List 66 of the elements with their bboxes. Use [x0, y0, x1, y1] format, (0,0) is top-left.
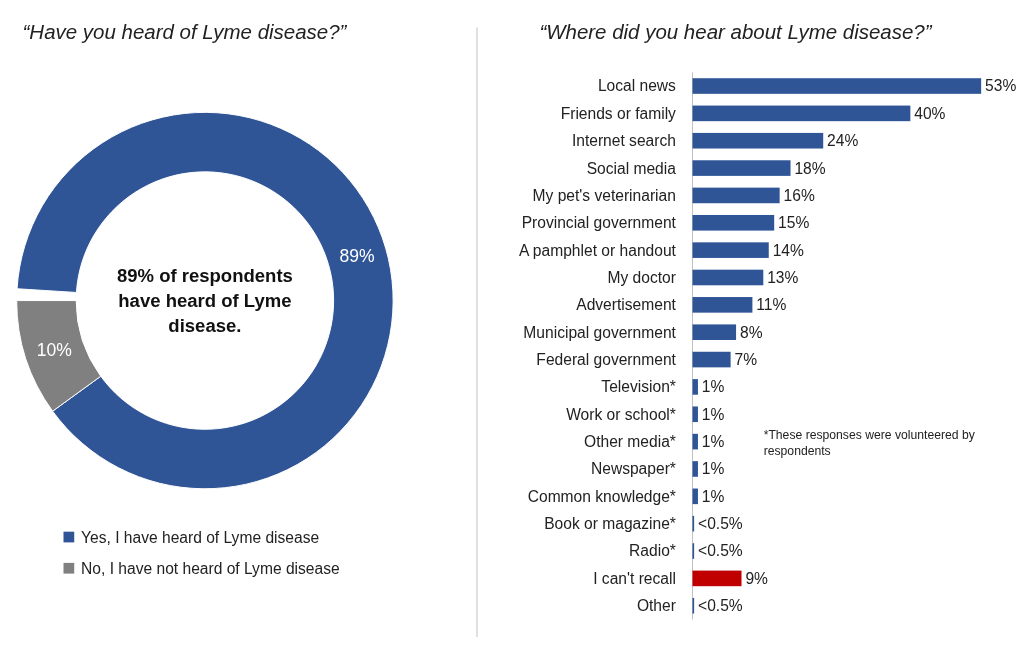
y-tick-label: My doctor	[607, 268, 676, 286]
y-tick-label: Friends or family	[560, 104, 677, 122]
y-tick-label: Other	[636, 597, 676, 615]
data-label: 1%	[701, 487, 725, 505]
y-tick-label: Provincial government	[521, 214, 677, 232]
data-label: 53%	[985, 77, 1017, 95]
y-tick-label: Common knowledge*	[527, 487, 676, 505]
legend-label: No, I have not heard of Lyme disease	[81, 560, 340, 578]
data-label: 1%	[701, 378, 725, 396]
bar	[692, 297, 753, 313]
annotation: *These responses were volunteered by respondents	[763, 428, 976, 458]
data-label: 9%	[745, 569, 769, 587]
data-label: 1%	[701, 433, 725, 451]
bar	[692, 242, 769, 258]
y-tick-label: Book or magazine*	[544, 515, 676, 533]
data-label: 14%	[772, 241, 804, 259]
data-label: 89%	[339, 246, 375, 267]
y-tick-label: Social media	[586, 159, 677, 177]
bar	[692, 269, 764, 286]
data-label: <0.5%	[698, 597, 743, 615]
data-label: <0.5%	[698, 542, 743, 560]
text: 89% of respondents have heard of Lyme disease.	[116, 264, 293, 337]
bar	[692, 433, 698, 450]
y-tick-label: Advertisement	[576, 296, 677, 314]
bar	[692, 105, 911, 122]
data-label: 1%	[701, 405, 725, 423]
data-label: 40%	[914, 104, 946, 122]
y-tick-label: Television*	[601, 378, 676, 396]
bar	[692, 461, 698, 477]
bar	[692, 406, 698, 423]
data-label: 8%	[739, 323, 763, 341]
legend-label: Yes, I have heard of Lyme disease	[81, 528, 320, 546]
data-label: 15%	[778, 214, 810, 232]
y-tick-label: Local news	[597, 77, 677, 95]
data-label: 10%	[36, 339, 72, 360]
bar	[692, 160, 791, 176]
y-tick-label: Other media*	[584, 433, 676, 451]
data-label: <0.5%	[698, 515, 743, 533]
y-tick-label: My pet's veterinarian	[532, 186, 676, 204]
y-tick-label: Federal government	[536, 351, 677, 369]
chart-title: “Have you heard of Lyme disease?”	[22, 20, 348, 44]
data-label: 11%	[756, 296, 787, 314]
bar	[692, 187, 780, 204]
y-tick-label: Municipal government	[523, 323, 677, 341]
bar	[692, 488, 698, 505]
y-tick-label: Work or school*	[566, 405, 676, 423]
bar	[692, 351, 731, 368]
chart-title: “Where did you hear about Lyme disease?”	[539, 20, 933, 44]
y-tick-label: I can't recall	[593, 569, 676, 587]
bar	[692, 570, 742, 587]
bar	[692, 132, 824, 149]
data-label: 24%	[827, 132, 859, 150]
y-tick-label: Newspaper*	[590, 460, 676, 478]
y-tick-label: Internet search	[571, 132, 676, 150]
bar	[692, 324, 737, 340]
bar	[692, 78, 982, 94]
data-label: 13%	[767, 268, 799, 286]
y-tick-label: Radio*	[629, 542, 676, 560]
data-label: 1%	[701, 460, 725, 478]
bar	[692, 214, 775, 231]
donut-slice	[16, 111, 394, 489]
data-label: 16%	[783, 186, 815, 204]
data-label: 18%	[794, 159, 826, 177]
y-tick-label: A pamphlet or handout	[519, 241, 677, 259]
bar	[692, 379, 698, 395]
data-label: 7%	[734, 351, 758, 369]
